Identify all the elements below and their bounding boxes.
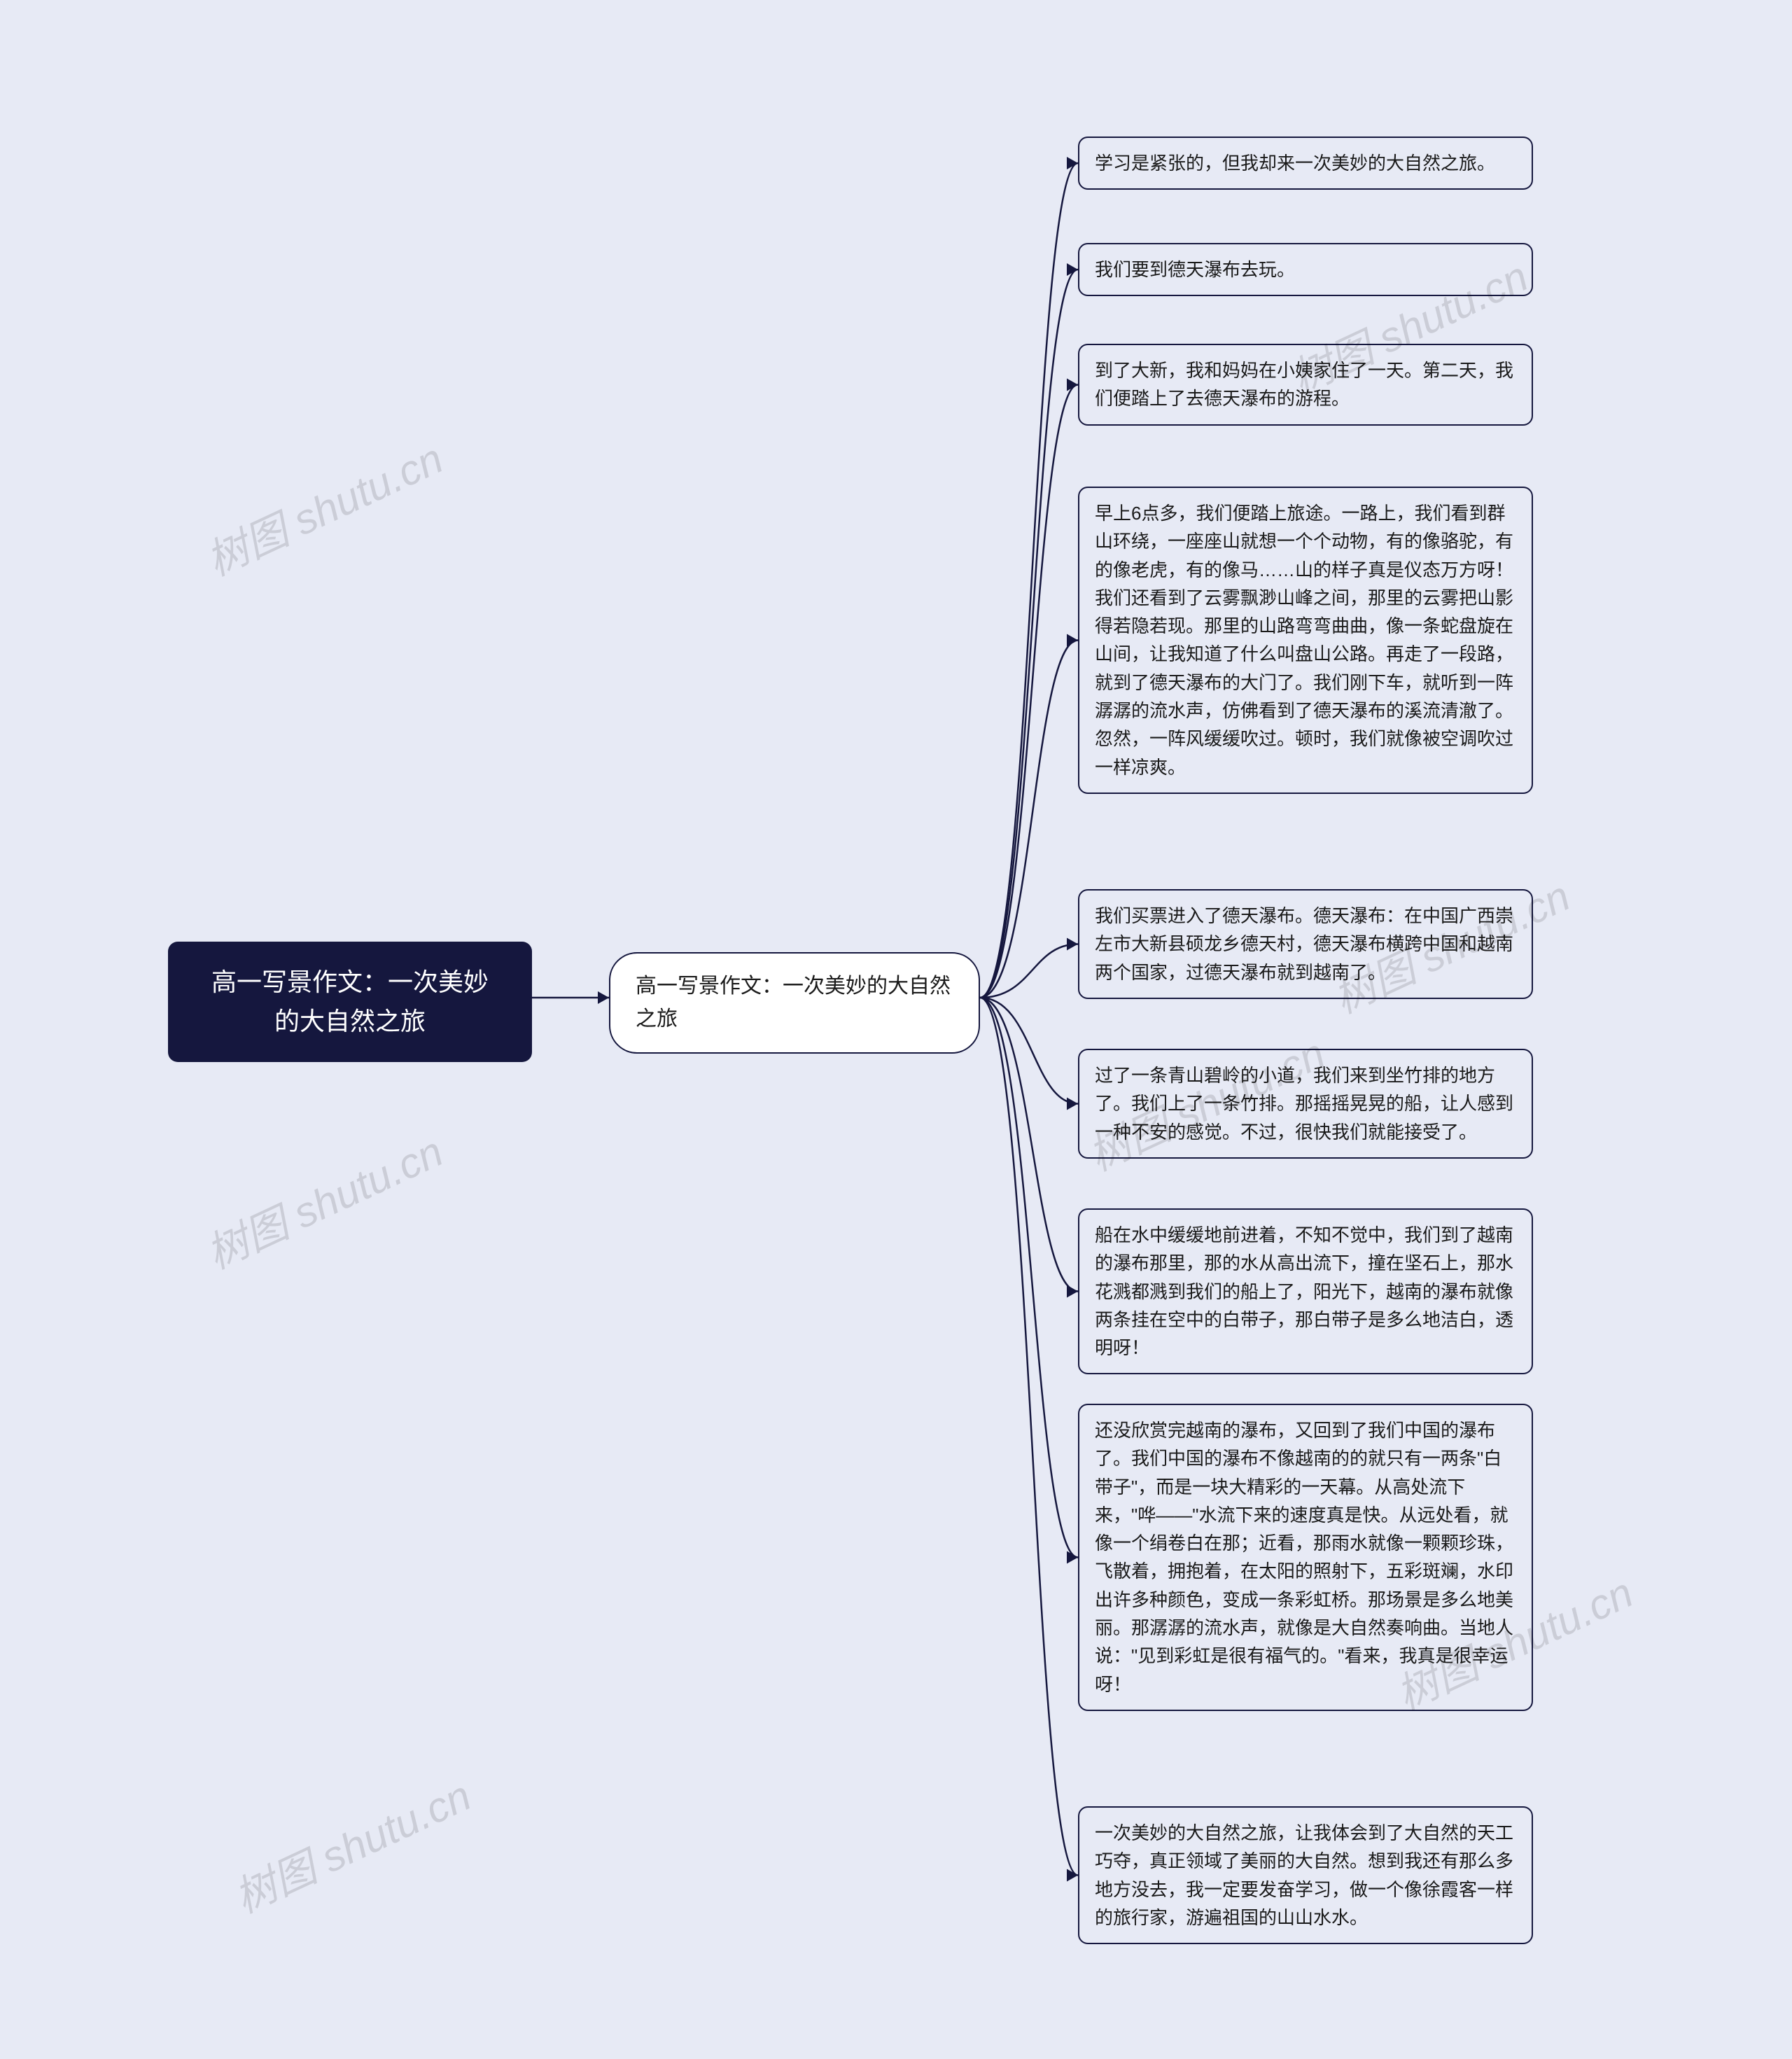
- leaf-text: 一次美妙的大自然之旅，让我体会到了大自然的天工巧夺，真正领域了美丽的大自然。想到…: [1095, 1822, 1513, 1928]
- leaf-text: 到了大新，我和妈妈在小姨家住了一天。第二天，我们便踏上了去德天瀑布的游程。: [1095, 360, 1513, 409]
- root-node[interactable]: 高一写景作文：一次美妙 的大自然之旅: [168, 942, 532, 1062]
- leaf-node[interactable]: 到了大新，我和妈妈在小姨家住了一天。第二天，我们便踏上了去德天瀑布的游程。: [1078, 344, 1533, 426]
- leaf-node[interactable]: 船在水中缓缓地前进着，不知不觉中，我们到了越南的瀑布那里，那的水从高出流下，撞在…: [1078, 1208, 1533, 1374]
- root-title-line2: 的大自然之旅: [274, 1007, 426, 1035]
- leaf-text: 还没欣赏完越南的瀑布，又回到了我们中国的瀑布了。我们中国的瀑布不像越南的的就只有…: [1095, 1420, 1513, 1695]
- level1-title-line2: 之旅: [636, 1007, 678, 1031]
- root-title-line1: 高一写景作文：一次美妙: [211, 968, 489, 996]
- watermark: 树图 shutu.cn: [195, 425, 451, 587]
- level1-node[interactable]: 高一写景作文：一次美妙的大自然 之旅: [609, 952, 980, 1054]
- leaf-text: 早上6点多，我们便踏上旅途。一路上，我们看到群山环绕，一座座山就想一个个动物，有…: [1095, 503, 1513, 778]
- leaf-node[interactable]: 过了一条青山碧岭的小道，我们来到坐竹排的地方了。我们上了一条竹排。那摇摇晃晃的船…: [1078, 1049, 1533, 1159]
- leaf-node[interactable]: 一次美妙的大自然之旅，让我体会到了大自然的天工巧夺，真正领域了美丽的大自然。想到…: [1078, 1806, 1533, 1944]
- leaf-node[interactable]: 学习是紧张的，但我却来一次美妙的大自然之旅。: [1078, 137, 1533, 190]
- leaf-node[interactable]: 早上6点多，我们便踏上旅途。一路上，我们看到群山环绕，一座座山就想一个个动物，有…: [1078, 487, 1533, 794]
- leaf-text: 过了一条青山碧岭的小道，我们来到坐竹排的地方了。我们上了一条竹排。那摇摇晃晃的船…: [1095, 1065, 1513, 1143]
- leaf-node[interactable]: 我们买票进入了德天瀑布。德天瀑布：在中国广西崇左市大新县硕龙乡德天村，德天瀑布横…: [1078, 889, 1533, 999]
- leaf-node[interactable]: 我们要到德天瀑布去玩。: [1078, 243, 1533, 296]
- leaf-node[interactable]: 还没欣赏完越南的瀑布，又回到了我们中国的瀑布了。我们中国的瀑布不像越南的的就只有…: [1078, 1404, 1533, 1711]
- mindmap-canvas: 高一写景作文：一次美妙 的大自然之旅 高一写景作文：一次美妙的大自然 之旅 学习…: [0, 0, 1792, 2059]
- leaf-text: 我们买票进入了德天瀑布。德天瀑布：在中国广西崇左市大新县硕龙乡德天村，德天瀑布横…: [1095, 905, 1513, 983]
- watermark: 树图 shutu.cn: [195, 1118, 451, 1280]
- watermark: 树图 shutu.cn: [223, 1762, 479, 1925]
- leaf-text: 学习是紧张的，但我却来一次美妙的大自然之旅。: [1095, 153, 1495, 174]
- leaf-text: 我们要到德天瀑布去玩。: [1095, 259, 1295, 280]
- level1-title-line1: 高一写景作文：一次美妙的大自然: [636, 975, 951, 998]
- leaf-text: 船在水中缓缓地前进着，不知不觉中，我们到了越南的瀑布那里，那的水从高出流下，撞在…: [1095, 1224, 1513, 1358]
